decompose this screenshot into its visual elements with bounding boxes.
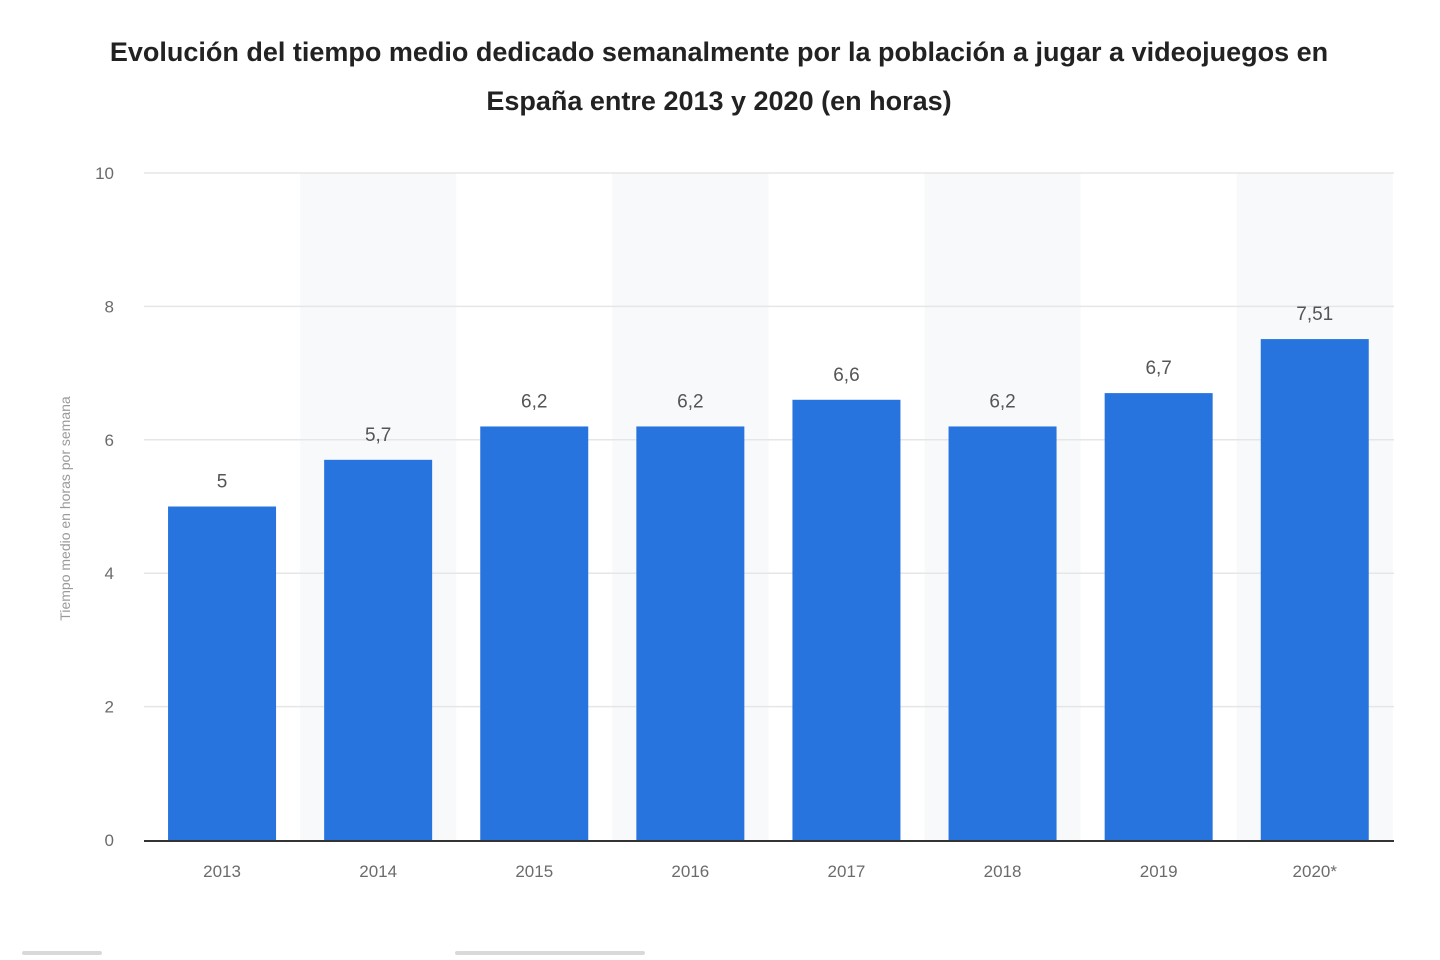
footer-fragment-left <box>22 951 102 955</box>
bars <box>168 339 1369 840</box>
chart-title: Evolución del tiempo medio dedicado sema… <box>109 37 1329 116</box>
bar <box>792 399 901 840</box>
data-label: 5,7 <box>365 425 391 446</box>
x-tick-label: 2014 <box>359 862 397 881</box>
x-tick-label: 2018 <box>984 862 1022 881</box>
y-axis-ticks: 0 2 4 6 8 10 <box>95 164 114 850</box>
x-tick-label: 2017 <box>828 862 866 881</box>
bar <box>168 506 277 840</box>
x-tick-label: 2020* <box>1293 862 1338 881</box>
x-axis-ticks: 2013 2014 2015 2016 2017 2018 2019 2020* <box>203 862 1337 881</box>
y-tick-label: 0 <box>105 831 114 850</box>
x-tick-label: 2016 <box>671 862 709 881</box>
bar <box>324 459 433 840</box>
y-tick-label: 8 <box>105 297 114 316</box>
value-labels: 5 5,7 6,2 6,2 6,6 6,2 6,7 7,51 <box>217 304 1333 492</box>
data-label: 6,2 <box>677 391 703 412</box>
data-label: 6,7 <box>1145 358 1171 379</box>
bar <box>480 426 589 840</box>
data-label: 5 <box>217 472 228 493</box>
y-axis-title: Tiempo medio en horas por semana <box>57 396 73 621</box>
data-label: 6,6 <box>833 365 859 386</box>
y-tick-label: 10 <box>95 164 114 183</box>
data-label: 6,2 <box>989 391 1015 412</box>
y-tick-label: 6 <box>105 431 114 450</box>
footer-fragment-right <box>455 951 645 955</box>
x-tick-label: 2013 <box>203 862 241 881</box>
y-tick-label: 4 <box>105 564 114 583</box>
x-tick-label: 2019 <box>1140 862 1178 881</box>
x-tick-label: 2015 <box>515 862 553 881</box>
data-label: 6,2 <box>521 391 547 412</box>
bar <box>1260 339 1369 840</box>
y-tick-label: 2 <box>105 698 114 717</box>
bar <box>1104 393 1213 840</box>
data-label: 7,51 <box>1296 304 1333 325</box>
bar <box>948 426 1057 840</box>
bar <box>636 426 745 840</box>
